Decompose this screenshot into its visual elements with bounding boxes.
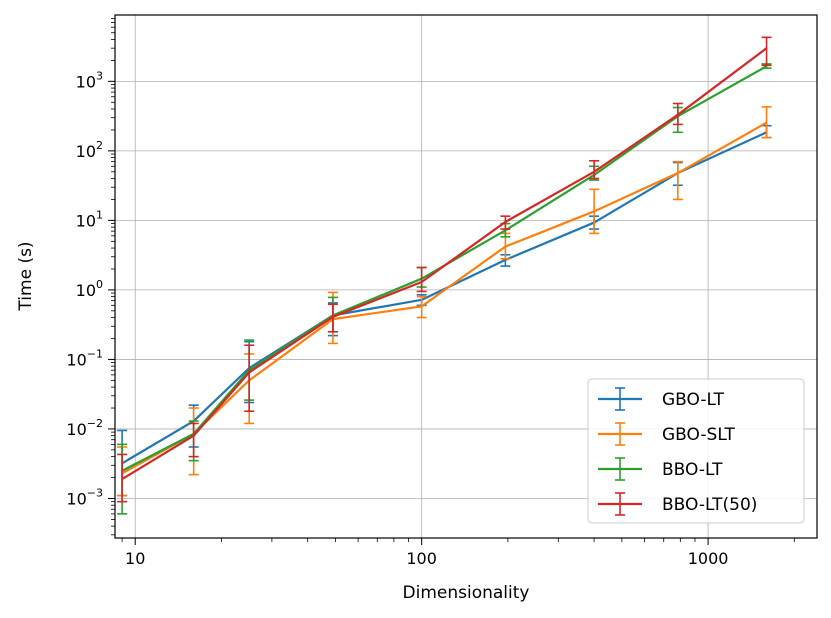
x-tick-label: 1000: [688, 549, 729, 568]
y-tick-exponent: 0: [96, 278, 103, 291]
legend-label: GBO-LT: [662, 390, 725, 410]
y-tick-base: 10: [66, 350, 86, 369]
legend-box: [587, 378, 805, 524]
minor-ticks: [111, 18, 795, 542]
y-tick-label: 101: [76, 208, 103, 230]
series-group: [117, 36, 772, 515]
y-tick-exponent: −1: [87, 347, 103, 360]
series-line: [121, 47, 768, 481]
y-tick-label: 10−1: [66, 347, 103, 369]
major-ticks: [108, 80, 709, 545]
plot-frame: [114, 14, 818, 539]
y-tick-exponent: 3: [96, 69, 103, 82]
y-axis-label: Time (s): [16, 241, 36, 311]
y-tick-label: 100: [76, 278, 103, 300]
y-tick-base: 10: [66, 489, 86, 508]
x-axis-label: Dimensionality: [403, 583, 530, 603]
y-tick-base: 10: [66, 420, 86, 439]
y-tick-base: 10: [76, 281, 96, 300]
y-tick-exponent: −2: [87, 417, 103, 430]
y-tick-base: 10: [76, 142, 96, 161]
y-tick-label: 102: [76, 139, 103, 161]
legend: GBO-LT GBO-SLT BBO-LT BBO-LT(50): [587, 378, 805, 524]
y-tick-label: 10−3: [66, 486, 103, 508]
y-tick-exponent: 2: [96, 139, 103, 152]
legend-label: GBO-SLT: [662, 425, 735, 445]
x-tick-label: 100: [406, 549, 437, 568]
legend-label: BBO-LT: [662, 460, 723, 480]
y-tick-base: 10: [76, 211, 96, 230]
y-tick-base: 10: [76, 72, 96, 91]
y-tick-exponent: −3: [87, 486, 103, 499]
legend-label: BBO-LT(50): [662, 495, 757, 515]
y-tick-label: 10−2: [66, 417, 103, 439]
x-tick-label: 10: [125, 549, 145, 568]
x-tick-labels: 10 100 1000: [125, 549, 728, 568]
series-bbo-lt-50-: [117, 36, 772, 503]
y-tick-label: 103: [76, 69, 103, 91]
y-tick-exponent: 1: [96, 208, 103, 221]
